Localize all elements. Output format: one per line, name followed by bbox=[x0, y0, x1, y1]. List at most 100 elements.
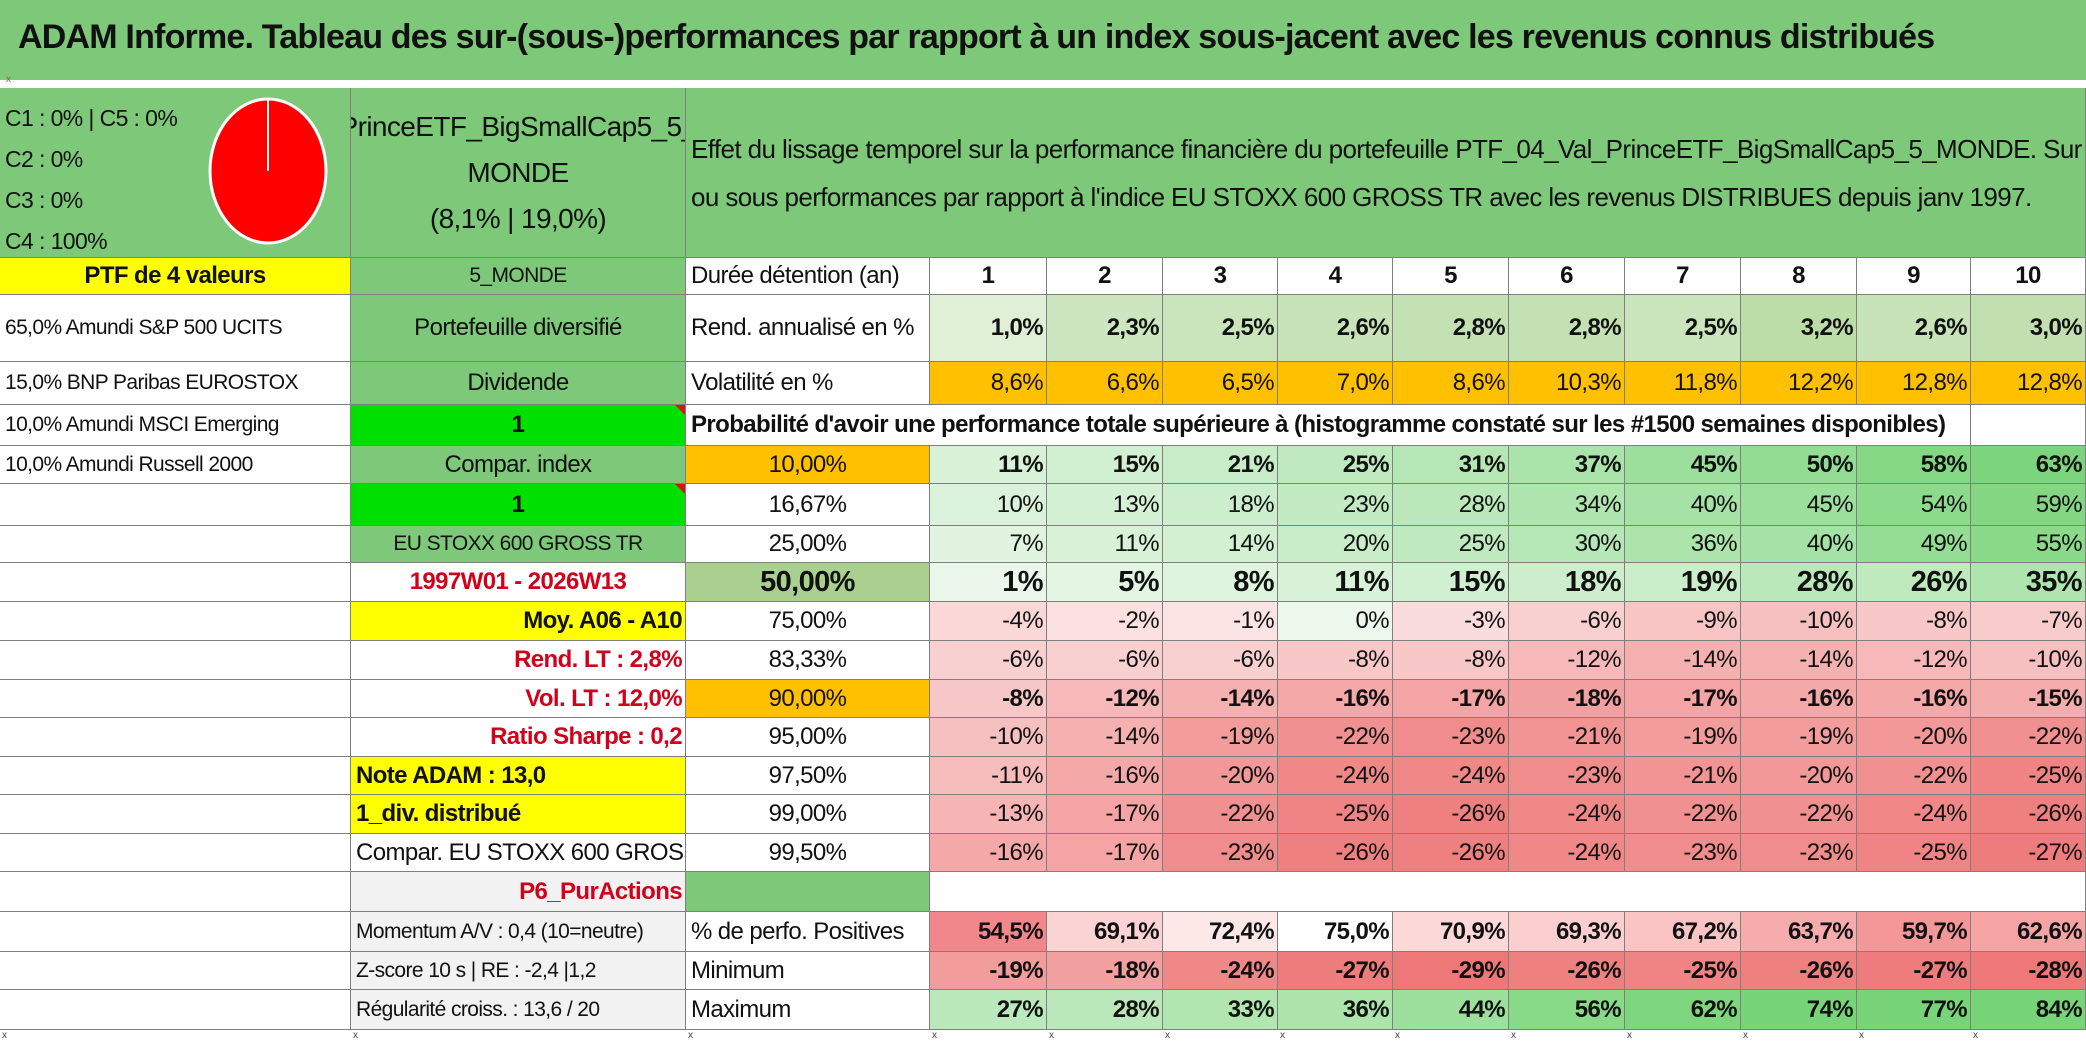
maximum-value[interactable]: 33% bbox=[1163, 990, 1278, 1030]
percentile-value[interactable]: -25% bbox=[1971, 757, 2086, 795]
percentile-value[interactable]: -8% bbox=[1393, 641, 1509, 680]
percentile-value[interactable]: -9% bbox=[1625, 602, 1741, 641]
maximum-value[interactable]: 28% bbox=[1047, 990, 1163, 1030]
holding-item[interactable]: 65,0% Amundi S&P 500 UCITS bbox=[0, 295, 351, 362]
pie-chart-panel[interactable]: C1 : 0% | C5 : 0% C2 : 0% C3 : 0% C4 : 100% bbox=[0, 88, 351, 258]
percentile-value[interactable]: 58% bbox=[1857, 446, 1971, 484]
percentile-value[interactable]: 7% bbox=[930, 526, 1047, 563]
percentile-value[interactable]: -22% bbox=[1163, 795, 1278, 834]
percentile-value[interactable]: 36% bbox=[1625, 526, 1741, 563]
percentile-value[interactable]: 55% bbox=[1971, 526, 2086, 563]
positive-perf[interactable]: 63,7% bbox=[1741, 912, 1857, 952]
percentile-value[interactable]: 21% bbox=[1163, 446, 1278, 484]
percentile-value[interactable]: 11% bbox=[930, 446, 1047, 484]
vol-value[interactable]: 12,8% bbox=[1971, 362, 2086, 405]
year-header[interactable]: 1 bbox=[930, 258, 1047, 295]
percentile-value[interactable]: 35% bbox=[1971, 563, 2086, 602]
empty-cell[interactable] bbox=[0, 757, 351, 795]
percentile-label[interactable]: 99,50% bbox=[686, 834, 930, 872]
percentile-label[interactable]: 50,00% bbox=[686, 563, 930, 602]
empty-cell[interactable] bbox=[0, 526, 351, 563]
percentile-value[interactable]: -17% bbox=[1393, 680, 1509, 718]
percentile-value[interactable]: 31% bbox=[1393, 446, 1509, 484]
percentile-value[interactable]: 49% bbox=[1857, 526, 1971, 563]
percentile-value[interactable]: -23% bbox=[1741, 834, 1857, 872]
maximum-value-label[interactable]: Maximum bbox=[686, 990, 930, 1030]
percentile-label[interactable]: 25,00% bbox=[686, 526, 930, 563]
dividend-value[interactable]: 1 bbox=[351, 405, 686, 446]
empty-cell[interactable] bbox=[686, 872, 930, 912]
positive-perf[interactable]: 67,2% bbox=[1625, 912, 1741, 952]
percentile-value[interactable]: 19% bbox=[1625, 563, 1741, 602]
percentile-value[interactable]: -6% bbox=[1509, 602, 1625, 641]
dividend-label[interactable]: Dividende bbox=[351, 362, 686, 405]
percentile-value[interactable]: 45% bbox=[1741, 484, 1857, 526]
indicator-label[interactable]: Z-score 10 s | RE : -2,4 |1,2 bbox=[351, 952, 686, 990]
indicator-label[interactable]: Momentum A/V : 0,4 (10=neutre) bbox=[351, 912, 686, 952]
positive-perf-label[interactable]: % de perfo. Positives bbox=[686, 912, 930, 952]
empty-cell[interactable] bbox=[0, 990, 351, 1030]
positive-perf[interactable]: 59,7% bbox=[1857, 912, 1971, 952]
percentile-value[interactable]: 10% bbox=[930, 484, 1047, 526]
vol-label[interactable]: Volatilité en % bbox=[686, 362, 930, 405]
percentile-value[interactable]: -8% bbox=[1278, 641, 1393, 680]
maximum-value[interactable]: 27% bbox=[930, 990, 1047, 1030]
positive-perf[interactable]: 72,4% bbox=[1163, 912, 1278, 952]
year-header[interactable]: 4 bbox=[1278, 258, 1393, 295]
portfolio-type[interactable]: Portefeuille diversifié bbox=[351, 295, 686, 362]
percentile-value[interactable]: -16% bbox=[930, 834, 1047, 872]
year-header[interactable]: 6 bbox=[1509, 258, 1625, 295]
year-header[interactable]: 9 bbox=[1857, 258, 1971, 295]
percentile-value[interactable]: -21% bbox=[1625, 757, 1741, 795]
percentile-value[interactable]: 8% bbox=[1163, 563, 1278, 602]
percentile-value[interactable]: -17% bbox=[1625, 680, 1741, 718]
vol-value[interactable]: 8,6% bbox=[1393, 362, 1509, 405]
percentile-value[interactable]: -23% bbox=[1625, 834, 1741, 872]
vol-value[interactable]: 11,8% bbox=[1625, 362, 1741, 405]
percentile-value[interactable]: -22% bbox=[1625, 795, 1741, 834]
compar-index-full[interactable]: Compar. EU STOXX 600 GROSS TR bbox=[351, 834, 686, 872]
empty-cell[interactable] bbox=[0, 563, 351, 602]
percentile-value[interactable]: 54% bbox=[1857, 484, 1971, 526]
ptf-header[interactable]: PTF de 4 valeurs bbox=[0, 258, 351, 295]
minimum-value[interactable]: -26% bbox=[1741, 952, 1857, 990]
percentile-value[interactable]: -1% bbox=[1163, 602, 1278, 641]
percentile-value[interactable]: -17% bbox=[1047, 795, 1163, 834]
percentile-value[interactable]: 23% bbox=[1278, 484, 1393, 526]
holding-item[interactable]: 15,0% BNP Paribas EUROSTOX bbox=[0, 362, 351, 405]
percentile-value[interactable]: -6% bbox=[1047, 641, 1163, 680]
indicator-label[interactable]: Régularité croiss. : 13,6 / 20 bbox=[351, 990, 686, 1030]
percentile-value[interactable]: -24% bbox=[1509, 834, 1625, 872]
probability-title[interactable]: Probabilité d'avoir une performance tota… bbox=[686, 405, 1971, 446]
vol-value[interactable]: 8,6% bbox=[930, 362, 1047, 405]
vol-lt-label[interactable]: Vol. LT : 12,0% bbox=[351, 680, 686, 718]
percentile-label[interactable]: 10,00% bbox=[686, 446, 930, 484]
percentile-label[interactable]: 83,33% bbox=[686, 641, 930, 680]
percentile-value[interactable]: 13% bbox=[1047, 484, 1163, 526]
percentile-value[interactable]: 30% bbox=[1509, 526, 1625, 563]
percentile-value[interactable]: 14% bbox=[1163, 526, 1278, 563]
index-name[interactable]: EU STOXX 600 GROSS TR bbox=[351, 526, 686, 563]
maximum-value[interactable]: 74% bbox=[1741, 990, 1857, 1030]
duration-label[interactable]: Durée détention (an) bbox=[686, 258, 930, 295]
percentile-value[interactable]: -2% bbox=[1047, 602, 1163, 641]
period-label[interactable]: 1997W01 - 2026W13 bbox=[351, 563, 686, 602]
percentile-value[interactable]: 40% bbox=[1741, 526, 1857, 563]
rend-value[interactable]: 2,6% bbox=[1857, 295, 1971, 362]
percentile-value[interactable]: 20% bbox=[1278, 526, 1393, 563]
percentile-value[interactable]: 15% bbox=[1393, 563, 1509, 602]
rend-value[interactable]: 3,2% bbox=[1741, 295, 1857, 362]
vol-value[interactable]: 10,3% bbox=[1509, 362, 1625, 405]
percentile-value[interactable]: 25% bbox=[1393, 526, 1509, 563]
percentile-value[interactable]: -26% bbox=[1278, 834, 1393, 872]
vol-value[interactable]: 6,6% bbox=[1047, 362, 1163, 405]
percentile-value[interactable]: -26% bbox=[1393, 795, 1509, 834]
percentile-value[interactable]: 50% bbox=[1741, 446, 1857, 484]
positive-perf[interactable]: 69,3% bbox=[1509, 912, 1625, 952]
minimum-value[interactable]: -26% bbox=[1509, 952, 1625, 990]
percentile-value[interactable]: -27% bbox=[1971, 834, 2086, 872]
percentile-value[interactable]: 34% bbox=[1509, 484, 1625, 526]
fund-name-cell[interactable]: PrinceETF_BigSmallCap5_5_ MONDE (8,1% | 19… bbox=[351, 88, 686, 258]
average-label[interactable]: Moy. A06 - A10 bbox=[351, 602, 686, 641]
percentile-value[interactable]: -11% bbox=[930, 757, 1047, 795]
